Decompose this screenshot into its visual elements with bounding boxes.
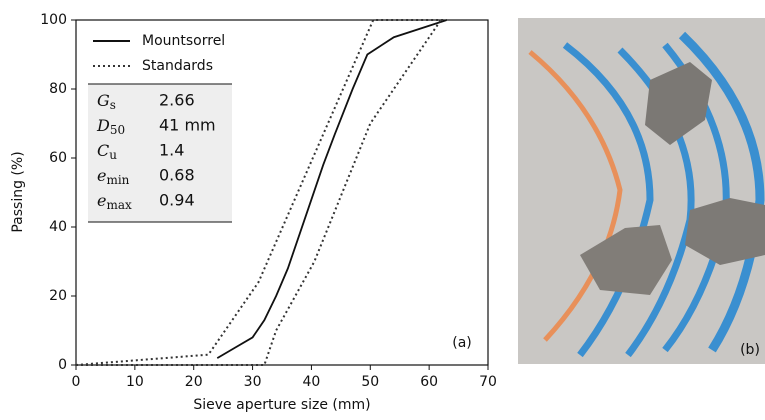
data-line	[216, 19, 448, 359]
data-line	[76, 19, 442, 366]
y-tick-label: 40	[49, 219, 67, 235]
property-symbol: Gs	[97, 91, 116, 112]
property-value: 41 mm	[159, 116, 216, 135]
property-symbol: emin	[97, 166, 130, 187]
symbol: D	[96, 116, 110, 135]
property-value: 1.4	[159, 141, 184, 160]
rock	[580, 225, 672, 295]
x-tick-label: 40	[303, 374, 321, 390]
x-tick-label: 60	[420, 374, 438, 390]
property-value: 2.66	[159, 91, 195, 110]
x-tick-label: 30	[244, 374, 262, 390]
property-box	[88, 84, 232, 222]
property-value: 0.94	[159, 191, 195, 210]
blue-rope	[562, 42, 654, 358]
subscript: max	[106, 198, 132, 212]
x-axis-label: Sieve aperture size (mm)	[193, 397, 370, 413]
y-tick-label: 60	[49, 150, 67, 166]
subscript: 50	[110, 123, 125, 137]
photo	[518, 18, 765, 364]
legend-label: Standards	[142, 58, 213, 74]
x-tick-label: 0	[72, 374, 81, 390]
symbol: e	[97, 191, 106, 210]
data-line	[75, 19, 447, 366]
x-tick-label: 10	[126, 374, 144, 390]
property-symbol: emax	[97, 191, 132, 212]
rock	[645, 62, 712, 145]
property-symbol: D50	[96, 116, 125, 137]
subscript: min	[106, 173, 129, 187]
symbol: G	[97, 91, 110, 110]
y-tick-label: 20	[49, 288, 67, 304]
orange-rope	[528, 50, 623, 342]
x-tick-label: 20	[185, 374, 203, 390]
x-tick-label: 50	[361, 374, 379, 390]
x-tick-label: 70	[479, 374, 497, 390]
rock	[685, 198, 765, 265]
legend-label: Mountsorrel	[142, 33, 225, 49]
property-symbol: Cu	[97, 141, 117, 162]
panel-label: (b)	[740, 342, 760, 358]
symbol: e	[97, 166, 106, 185]
property-value: 0.68	[159, 166, 195, 185]
panel-label: (a)	[452, 335, 472, 351]
y-axis-label: Passing (%)	[10, 151, 26, 232]
subscript: s	[110, 98, 116, 112]
plot-frame	[75, 19, 489, 366]
symbol: C	[97, 141, 109, 160]
subscript: u	[109, 148, 117, 162]
y-tick-label: 100	[40, 12, 67, 28]
blue-rope	[678, 31, 765, 353]
y-tick-label: 0	[58, 357, 67, 373]
y-tick-label: 80	[49, 81, 67, 97]
